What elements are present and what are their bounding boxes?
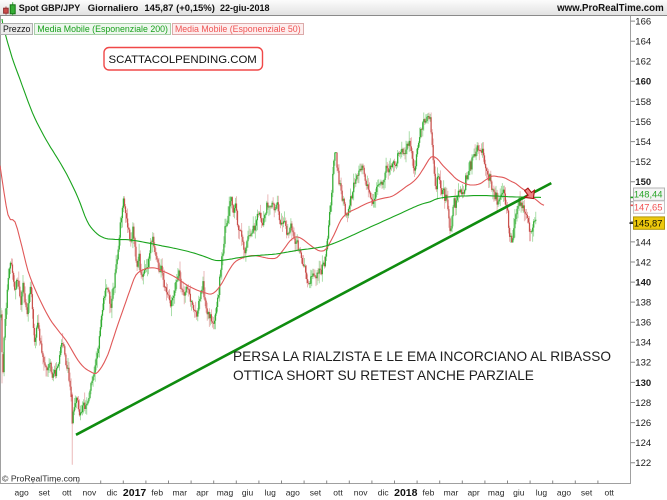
svg-text:156: 156 bbox=[635, 117, 651, 128]
svg-text:dic: dic bbox=[378, 488, 390, 498]
svg-text:164: 164 bbox=[635, 37, 651, 48]
svg-text:128: 128 bbox=[635, 398, 651, 409]
svg-text:SCATTACOLPENDING.COM: SCATTACOLPENDING.COM bbox=[109, 54, 257, 66]
svg-text:134: 134 bbox=[635, 338, 651, 349]
svg-text:set: set bbox=[39, 488, 51, 498]
svg-text:apr: apr bbox=[467, 488, 479, 498]
svg-text:ott: ott bbox=[62, 488, 72, 498]
svg-text:147,65: 147,65 bbox=[634, 202, 663, 213]
svg-text:giu: giu bbox=[242, 488, 254, 498]
svg-text:dic: dic bbox=[107, 488, 119, 498]
svg-text:giu: giu bbox=[513, 488, 525, 498]
svg-text:2018: 2018 bbox=[394, 487, 418, 499]
svg-text:142: 142 bbox=[635, 257, 651, 268]
svg-text:lug: lug bbox=[536, 488, 548, 498]
svg-text:122: 122 bbox=[635, 458, 651, 469]
svg-text:apr: apr bbox=[196, 488, 208, 498]
svg-text:152: 152 bbox=[635, 157, 651, 168]
svg-text:136: 136 bbox=[635, 318, 651, 329]
svg-text:feb: feb bbox=[422, 488, 434, 498]
svg-text:ago: ago bbox=[286, 488, 300, 498]
svg-text:mag: mag bbox=[488, 488, 505, 498]
svg-text:154: 154 bbox=[635, 137, 651, 148]
svg-text:PERSA LA RIALZISTA E LE EMA IN: PERSA LA RIALZISTA E LE EMA INCORCIANO A… bbox=[233, 349, 611, 364]
svg-text:145,87: 145,87 bbox=[634, 218, 663, 229]
svg-text:158: 158 bbox=[635, 97, 651, 108]
svg-text:ago: ago bbox=[557, 488, 571, 498]
svg-text:ott: ott bbox=[333, 488, 343, 498]
svg-text:mar: mar bbox=[172, 488, 187, 498]
svg-text:ott: ott bbox=[604, 488, 614, 498]
svg-text:lug: lug bbox=[265, 488, 277, 498]
svg-text:feb: feb bbox=[151, 488, 163, 498]
svg-text:mar: mar bbox=[444, 488, 459, 498]
svg-text:166: 166 bbox=[635, 17, 651, 28]
svg-text:160: 160 bbox=[635, 77, 651, 88]
svg-text:124: 124 bbox=[635, 438, 651, 449]
svg-text:nov: nov bbox=[354, 488, 368, 498]
svg-text:OTTICA SHORT SU RETEST ANCHE P: OTTICA SHORT SU RETEST ANCHE PARZIALE bbox=[233, 368, 534, 383]
svg-text:140: 140 bbox=[635, 278, 651, 289]
svg-text:nov: nov bbox=[83, 488, 97, 498]
svg-text:162: 162 bbox=[635, 57, 651, 68]
svg-text:130: 130 bbox=[635, 378, 651, 389]
svg-text:148,44: 148,44 bbox=[634, 189, 663, 200]
svg-text:2017: 2017 bbox=[123, 487, 147, 499]
svg-text:© ProRealTime.com: © ProRealTime.com bbox=[2, 474, 80, 484]
svg-text:ago: ago bbox=[15, 488, 29, 498]
svg-text:144: 144 bbox=[635, 237, 651, 248]
svg-text:138: 138 bbox=[635, 298, 651, 309]
svg-text:132: 132 bbox=[635, 358, 651, 369]
svg-text:set: set bbox=[310, 488, 322, 498]
svg-text:126: 126 bbox=[635, 418, 651, 429]
svg-text:set: set bbox=[581, 488, 593, 498]
svg-text:mag: mag bbox=[217, 488, 234, 498]
svg-text:150: 150 bbox=[635, 177, 651, 188]
